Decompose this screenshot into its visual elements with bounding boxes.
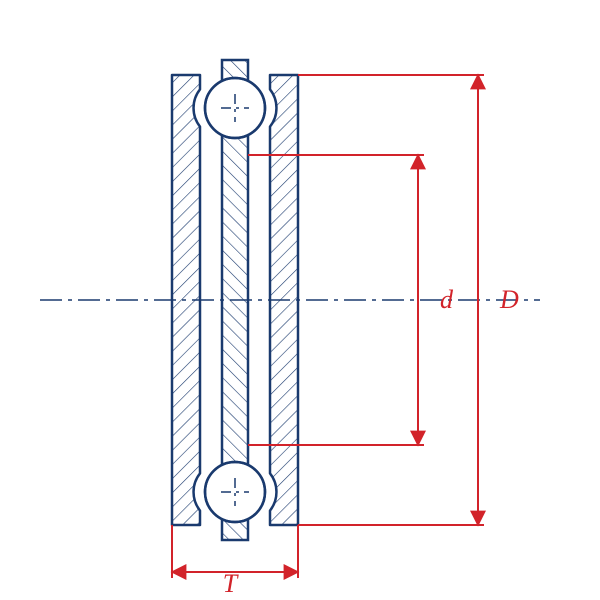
dim-d-label: d: [440, 285, 454, 314]
bearing-diagram: Td D: [0, 0, 600, 600]
dim-T-label: T: [223, 569, 239, 598]
dim-D-label: D: [499, 285, 519, 314]
